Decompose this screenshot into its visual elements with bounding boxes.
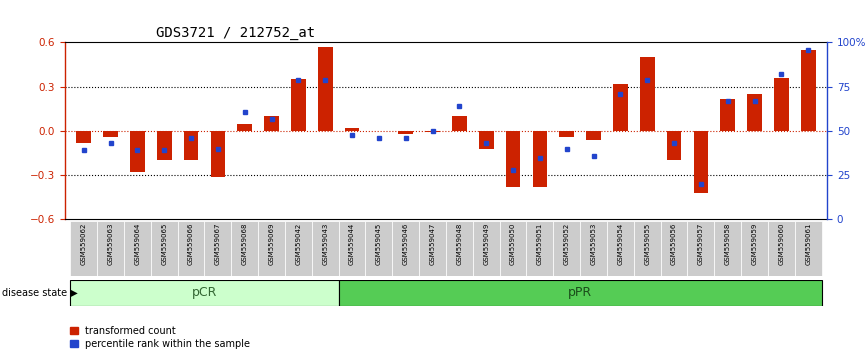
Bar bbox=[76, 131, 91, 143]
Text: GSM559061: GSM559061 bbox=[805, 223, 811, 266]
Text: GSM559065: GSM559065 bbox=[161, 223, 167, 265]
Bar bbox=[506, 131, 520, 187]
Text: GSM559052: GSM559052 bbox=[564, 223, 570, 265]
Text: GSM559054: GSM559054 bbox=[617, 223, 624, 265]
Text: GSM559051: GSM559051 bbox=[537, 223, 543, 265]
Text: GSM559063: GSM559063 bbox=[107, 223, 113, 266]
Bar bbox=[97, 221, 124, 276]
Bar bbox=[237, 124, 252, 131]
Bar bbox=[553, 221, 580, 276]
Text: GSM559046: GSM559046 bbox=[403, 223, 409, 265]
Bar bbox=[184, 131, 198, 160]
Bar bbox=[103, 131, 118, 137]
Bar bbox=[398, 131, 413, 134]
Text: GSM559069: GSM559069 bbox=[268, 223, 275, 266]
Text: GSM559060: GSM559060 bbox=[779, 223, 785, 266]
Bar bbox=[151, 221, 178, 276]
Text: GSM559043: GSM559043 bbox=[322, 223, 328, 265]
Bar bbox=[694, 131, 708, 193]
Bar bbox=[580, 221, 607, 276]
Bar bbox=[741, 221, 768, 276]
Bar bbox=[339, 221, 365, 276]
Bar bbox=[210, 131, 225, 177]
Text: GSM559067: GSM559067 bbox=[215, 223, 221, 266]
Text: GDS3721 / 212752_at: GDS3721 / 212752_at bbox=[157, 26, 315, 40]
Bar bbox=[613, 84, 628, 131]
Bar bbox=[70, 221, 97, 276]
Legend: transformed count, percentile rank within the sample: transformed count, percentile rank withi… bbox=[70, 326, 250, 349]
Text: GSM559050: GSM559050 bbox=[510, 223, 516, 265]
Bar bbox=[204, 221, 231, 276]
Bar bbox=[365, 221, 392, 276]
Text: GSM559059: GSM559059 bbox=[752, 223, 758, 265]
Bar bbox=[452, 116, 467, 131]
Bar bbox=[339, 280, 822, 306]
Bar bbox=[312, 221, 339, 276]
Bar bbox=[500, 221, 527, 276]
Bar bbox=[345, 128, 359, 131]
Bar bbox=[157, 131, 171, 160]
Bar bbox=[419, 221, 446, 276]
Bar bbox=[291, 79, 306, 131]
Bar bbox=[634, 221, 661, 276]
Text: GSM559056: GSM559056 bbox=[671, 223, 677, 265]
Bar bbox=[473, 221, 500, 276]
Bar bbox=[533, 131, 547, 187]
Text: GSM559047: GSM559047 bbox=[430, 223, 436, 265]
Text: GSM559066: GSM559066 bbox=[188, 223, 194, 266]
Bar bbox=[318, 47, 333, 131]
Bar bbox=[231, 221, 258, 276]
Bar bbox=[124, 221, 151, 276]
Bar bbox=[586, 131, 601, 140]
Text: GSM559044: GSM559044 bbox=[349, 223, 355, 265]
Bar bbox=[392, 221, 419, 276]
Text: pPR: pPR bbox=[568, 286, 592, 299]
Bar bbox=[264, 116, 279, 131]
Bar bbox=[425, 131, 440, 132]
Text: GSM559048: GSM559048 bbox=[456, 223, 462, 265]
Bar bbox=[258, 221, 285, 276]
Bar bbox=[768, 221, 795, 276]
Text: GSM559062: GSM559062 bbox=[81, 223, 87, 265]
Text: GSM559053: GSM559053 bbox=[591, 223, 597, 265]
Bar bbox=[130, 131, 145, 172]
Bar bbox=[667, 131, 682, 160]
Text: GSM559045: GSM559045 bbox=[376, 223, 382, 265]
Bar bbox=[774, 78, 789, 131]
Bar bbox=[661, 221, 688, 276]
Bar bbox=[714, 221, 741, 276]
Text: GSM559068: GSM559068 bbox=[242, 223, 248, 266]
Bar bbox=[688, 221, 714, 276]
Bar bbox=[479, 131, 494, 149]
Bar bbox=[795, 221, 822, 276]
Text: pCR: pCR bbox=[191, 286, 217, 299]
Text: GSM559055: GSM559055 bbox=[644, 223, 650, 265]
Bar bbox=[285, 221, 312, 276]
Bar bbox=[178, 221, 204, 276]
Text: GSM559064: GSM559064 bbox=[134, 223, 140, 265]
Bar bbox=[559, 131, 574, 137]
Bar bbox=[721, 98, 735, 131]
Text: GSM559057: GSM559057 bbox=[698, 223, 704, 265]
Text: GSM559042: GSM559042 bbox=[295, 223, 301, 265]
Text: GSM559058: GSM559058 bbox=[725, 223, 731, 265]
Bar bbox=[747, 94, 762, 131]
Bar bbox=[70, 280, 339, 306]
Bar bbox=[446, 221, 473, 276]
Text: disease state ▶: disease state ▶ bbox=[2, 288, 77, 298]
Bar bbox=[801, 50, 816, 131]
Bar bbox=[640, 57, 655, 131]
Bar bbox=[607, 221, 634, 276]
Text: GSM559049: GSM559049 bbox=[483, 223, 489, 265]
Bar bbox=[527, 221, 553, 276]
